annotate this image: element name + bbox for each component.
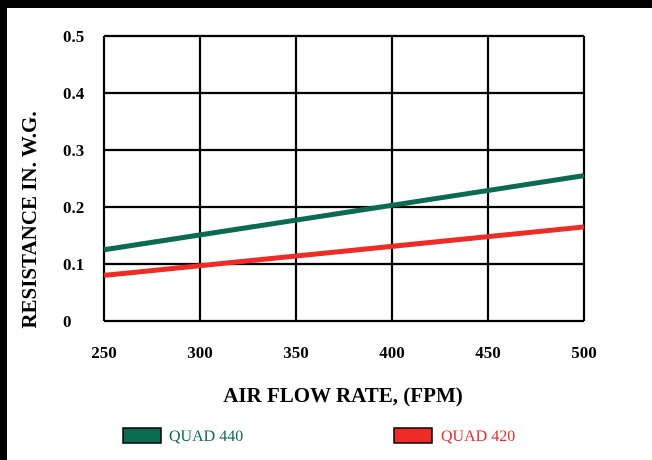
chart-svg: 250 300 350 400 450 500 0 0.1 0.2 0.3 0.4 0.5 AIR … [17, 27, 597, 445]
legend-label-quad-440: QUAD 440 [169, 428, 243, 445]
x-tick-label: 250 [91, 343, 117, 362]
y-axis-title: RESISTANCE IN. W.G. [17, 111, 41, 328]
x-tick-labels: 250 300 350 400 450 500 [91, 343, 597, 362]
x-axis-title: AIR FLOW RATE, (FPM) [223, 383, 463, 407]
chart-series [103, 173, 585, 278]
legend-swatch-quad-440 [122, 427, 162, 444]
y-tick-label: 0.2 [63, 198, 84, 217]
y-tick-label: 0.3 [63, 141, 84, 160]
legend-label-quad-420: QUAD 420 [441, 428, 515, 445]
x-tick-label: 350 [283, 343, 309, 362]
series-line-quad-420 [103, 224, 585, 278]
y-tick-label: 0 [63, 312, 72, 331]
x-tick-label: 300 [187, 343, 213, 362]
x-tick-label: 400 [379, 343, 405, 362]
y-tick-label: 0.1 [63, 255, 84, 274]
chart-grid [102, 34, 586, 323]
legend-swatch-quad-420 [393, 427, 433, 444]
y-tick-label: 0.4 [63, 84, 85, 103]
chart-legend: QUAD 440 QUAD 420 [122, 427, 515, 445]
y-tick-label: 0.5 [63, 27, 84, 46]
chart-frame: 250 300 350 400 450 500 0 0.1 0.2 0.3 0.4 0.5 AIR … [7, 8, 652, 460]
x-tick-label: 500 [571, 343, 597, 362]
x-tick-label: 450 [475, 343, 501, 362]
series-line-quad-440 [103, 173, 585, 253]
y-tick-labels: 0 0.1 0.2 0.3 0.4 0.5 [63, 27, 85, 331]
